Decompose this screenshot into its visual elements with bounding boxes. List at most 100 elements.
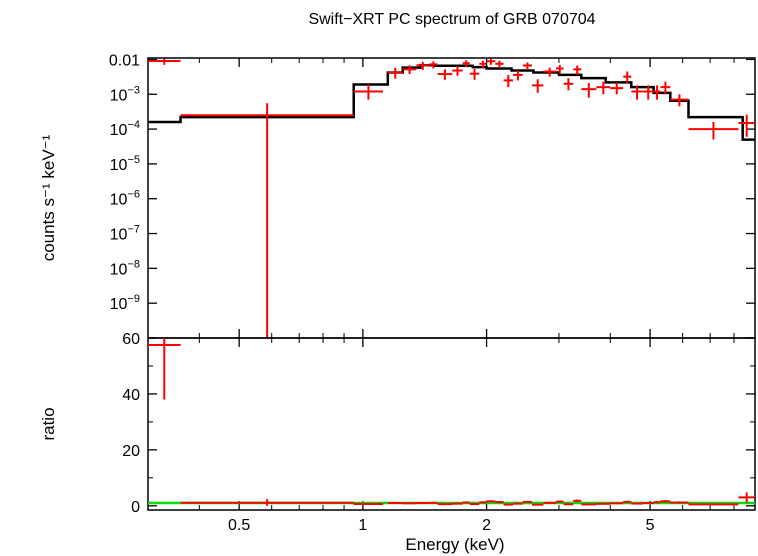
tick-base: 10: [110, 296, 128, 313]
ratio-data-point: [402, 502, 417, 505]
model-step-line: [148, 64, 755, 141]
spectrum-data-point: [522, 62, 533, 70]
spectrum-data-point: [402, 65, 417, 75]
spectrum-y-tick-label: 10−9: [110, 293, 140, 313]
tick-exponent: −3: [127, 84, 140, 96]
spectrum-data-point: [452, 66, 463, 76]
tick-exponent: −6: [127, 189, 140, 201]
ratio-data-point: [596, 502, 611, 505]
spectrum-data-point: [503, 74, 514, 88]
spectrum-data: [148, 58, 755, 338]
spectrum-data-point: [738, 114, 755, 137]
ratio-data-point: [532, 503, 544, 506]
ratio-data-point: [462, 501, 470, 504]
ratio-data-point: [610, 502, 624, 505]
ratio-data-point: [469, 502, 480, 505]
ratio-data-point: [437, 503, 453, 506]
spectrum-data-point: [563, 78, 574, 91]
spectrum-data-point: [642, 85, 654, 100]
spectrum-y-axis-label: counts s⁻¹ keV⁻¹: [39, 134, 58, 261]
ratio-data-point: [479, 501, 487, 504]
spectrum-data-point: [387, 67, 403, 79]
ratio-data-point: [180, 499, 354, 506]
spectrum-data-point: [596, 81, 611, 95]
tick-base: 10: [110, 122, 128, 139]
ratio-panel: 0.5 1 2 5 0 20 40 60: [122, 331, 756, 534]
spectrum-y-tick-label: 0.01: [109, 52, 140, 69]
ratio-data-point: [486, 500, 496, 503]
x-tick-label: 0.5: [228, 517, 250, 534]
ratio-data-point: [416, 502, 430, 505]
ratio-data: [148, 338, 755, 506]
ratio-data-point: [670, 501, 689, 504]
spectrum-data-point: [429, 61, 438, 69]
spectrum-data-point: [688, 121, 739, 140]
ratio-data-point: [660, 499, 671, 503]
ratio-y-tick-label: 20: [122, 443, 140, 460]
spectrum-data-point: [486, 58, 496, 65]
ratio-data-point: [353, 502, 384, 505]
tick-exponent: −5: [127, 154, 140, 166]
spectrum-data-point: [513, 70, 523, 81]
ratio-data-point: [522, 500, 533, 503]
ratio-data-point: [148, 338, 181, 400]
spectrum-data-point: [469, 68, 480, 80]
spectrum-data-point: [462, 60, 470, 68]
ratio-data-point: [503, 503, 514, 506]
ratio-data-point: [653, 501, 661, 504]
spectrum-y-tick-label: 10−6: [110, 189, 140, 209]
ratio-data-point: [563, 503, 574, 506]
spectrum-data-point: [660, 81, 671, 95]
spectrum-data-point: [416, 61, 430, 70]
ratio-y-tick-label: 60: [122, 331, 140, 348]
spectrum-data-point: [148, 58, 181, 65]
ratio-data-point: [495, 501, 504, 504]
ratio-data-point: [631, 502, 643, 505]
ratio-y-axis-label: ratio: [39, 407, 58, 440]
spectrum-data-point: [653, 85, 661, 100]
ratio-data-point: [387, 501, 403, 505]
ratio-data-point: [688, 503, 739, 506]
tick-base: 10: [110, 157, 128, 174]
tick-exponent: −4: [127, 119, 140, 131]
spectrum-data-point: [623, 71, 632, 84]
spectrum-y-tick-label: 10−3: [110, 84, 140, 104]
ratio-data-point: [555, 500, 564, 503]
spectrum-data-point: [555, 65, 564, 74]
ratio-frame: [147, 337, 756, 511]
spectrum-data-point: [543, 67, 556, 77]
spectrum-frame: [147, 57, 756, 339]
spectrum-y-tick-label: 10−5: [110, 154, 140, 174]
ratio-data-point: [513, 502, 523, 505]
tick-exponent: −9: [127, 293, 140, 305]
spectrum-y-tick-label: 10−7: [110, 224, 140, 244]
spectrum-data-point: [581, 83, 597, 98]
x-tick-label: 5: [646, 517, 655, 534]
ratio-data-point: [452, 502, 463, 505]
spectrum-data-point: [353, 84, 384, 100]
ratio-data-point: [642, 502, 654, 505]
ratio-data-point: [573, 499, 582, 503]
ratio-data-point: [581, 503, 597, 506]
ratio-data-point: [738, 492, 755, 503]
spectrum-data-point: [180, 103, 354, 338]
ratio-y-tick-label: 40: [122, 387, 140, 404]
spectrum-data-point: [631, 85, 643, 100]
spectrum-data-point: [670, 94, 689, 107]
tick-base: 10: [110, 87, 128, 104]
spectrum-data-point: [573, 65, 582, 75]
x-axis-label: Energy (keV): [405, 535, 504, 554]
spectrum-data-point: [610, 82, 624, 95]
ratio-y-tick-label: 0: [131, 499, 140, 516]
tick-exponent: −7: [127, 224, 140, 236]
spectrum-y-tick-label: 10−4: [110, 119, 140, 139]
chart-title: Swift−XRT PC spectrum of GRB 070704: [308, 11, 595, 28]
spectrum-data-point: [479, 60, 487, 68]
tick-base: 10: [110, 192, 128, 209]
ratio-data-point: [543, 501, 556, 504]
tick-base: 10: [110, 261, 128, 278]
x-tick-label: 2: [482, 517, 491, 534]
ratio-data-point: [623, 500, 632, 504]
